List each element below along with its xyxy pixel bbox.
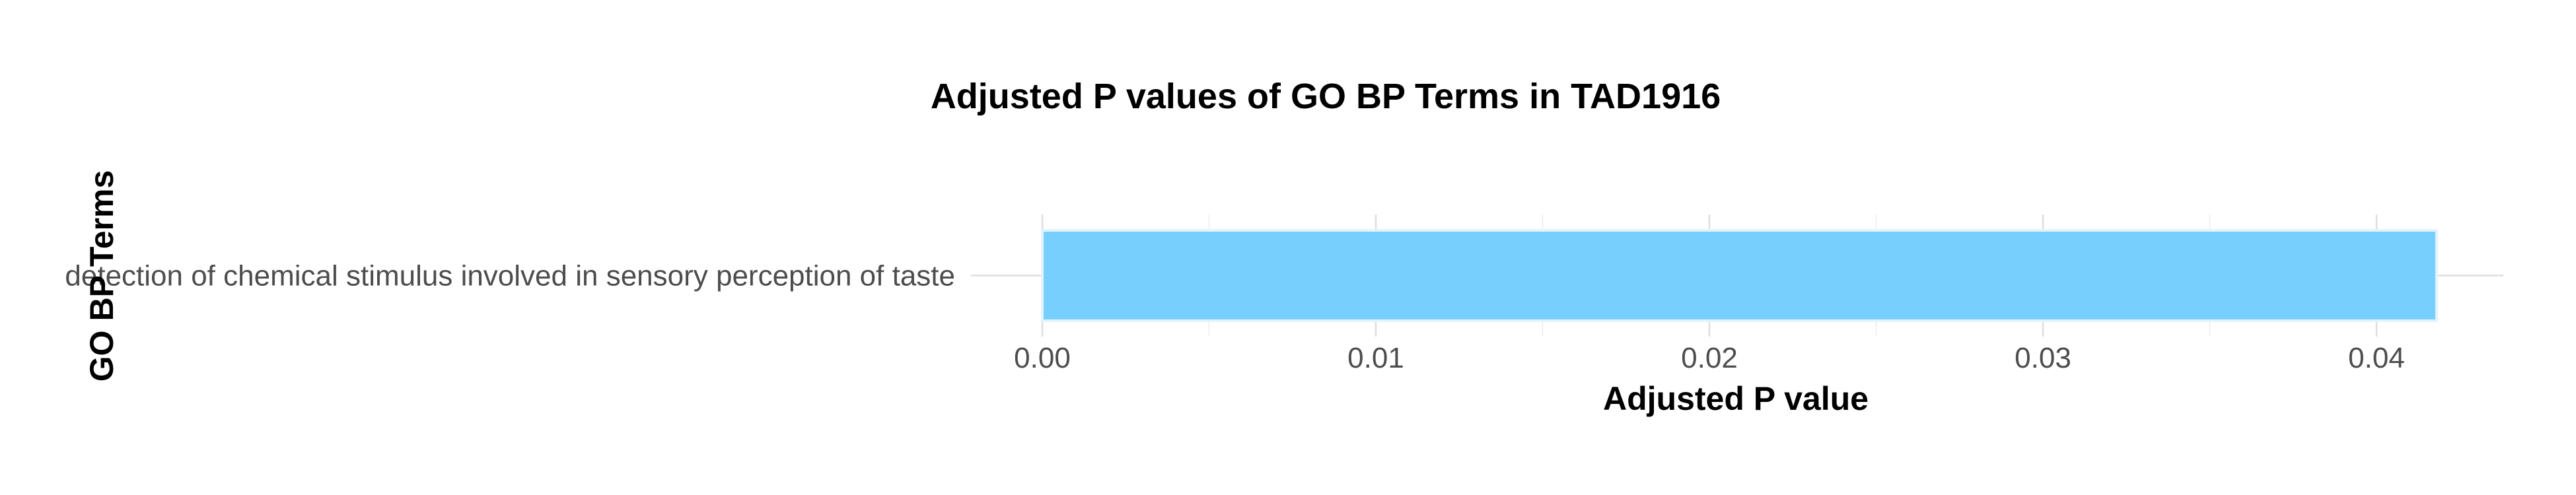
bars (1041, 229, 2438, 322)
x-tick-label: 0.01 (1347, 342, 1404, 374)
y-axis-title: GO BP Terms (83, 170, 120, 381)
y-tick-labels: detection of chemical stimulus involved … (65, 260, 955, 292)
x-tick-label: 0.02 (1681, 342, 1738, 374)
x-tick-label: 0.04 (2348, 342, 2405, 374)
x-tick-label: 0.03 (2015, 342, 2071, 374)
x-axis-title: Adjusted P value (1603, 380, 1869, 417)
bar (1041, 229, 2438, 322)
chart-title: Adjusted P values of GO BP Terms in TAD1… (931, 77, 1721, 116)
x-tick-labels: 0.00 0.01 0.02 0.03 0.04 (1014, 342, 2405, 374)
y-tick-label: detection of chemical stimulus involved … (65, 260, 955, 292)
x-tick-label: 0.00 (1014, 342, 1071, 374)
